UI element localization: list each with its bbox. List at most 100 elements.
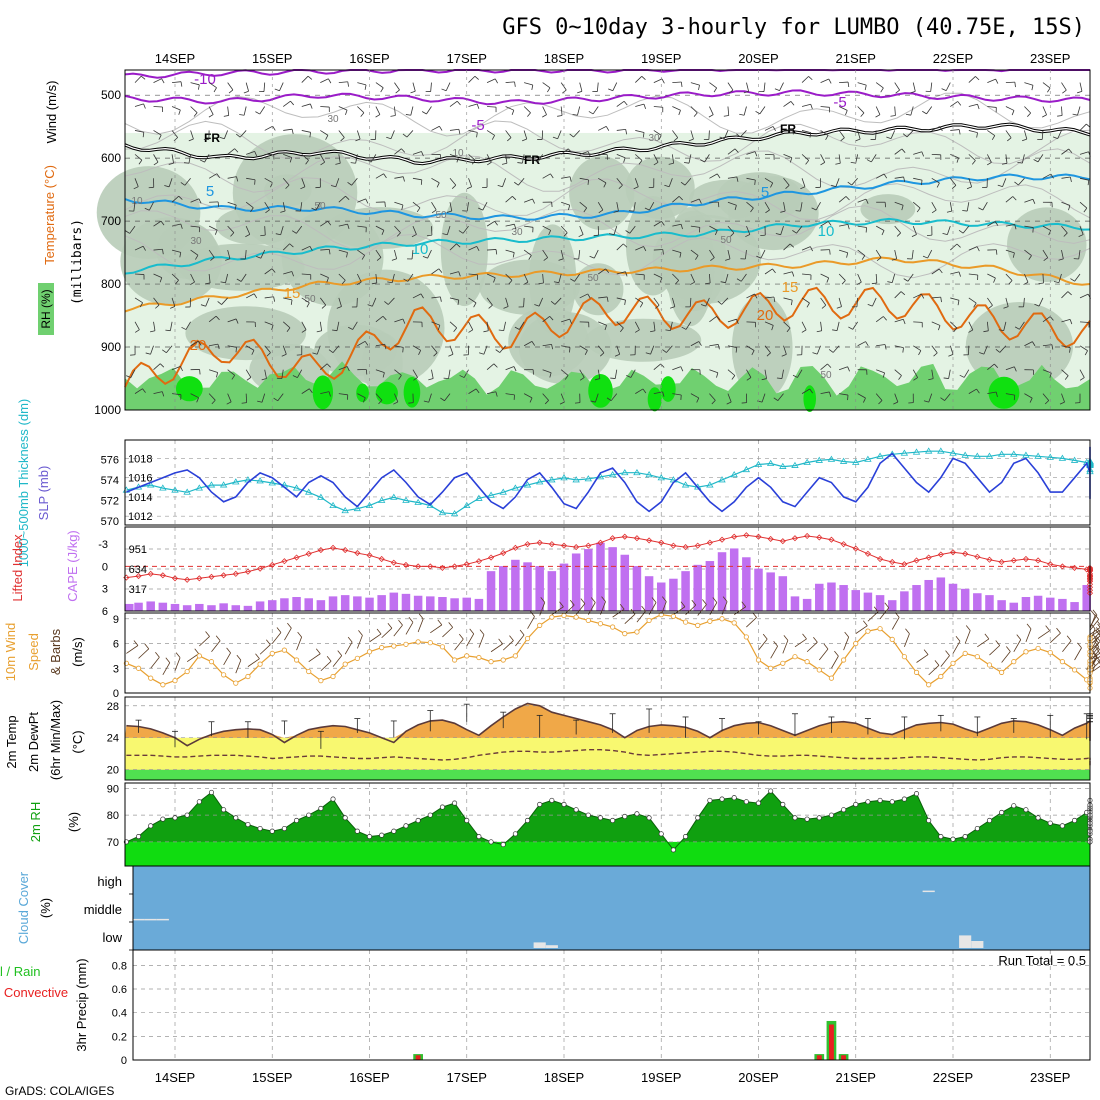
wind-barb-flag	[1031, 85, 1034, 91]
wind-barb-flag	[514, 81, 516, 87]
wind-barb	[542, 173, 551, 179]
wind-barb-flag	[754, 151, 758, 157]
wind-barb	[1042, 225, 1051, 231]
wind-barb	[153, 363, 161, 371]
wind-barb	[838, 154, 841, 164]
wind10-barb-flag	[376, 628, 382, 635]
wind-barb-flag	[792, 374, 798, 378]
isotherm-label: FR	[524, 153, 540, 167]
wind-barb	[746, 201, 754, 209]
wind-barb-flag	[933, 352, 938, 357]
wind-barb-flag	[846, 252, 849, 258]
wind-barb	[153, 220, 162, 227]
wind-barb	[171, 106, 181, 111]
wind-barb	[578, 250, 581, 260]
wind10-barb	[843, 636, 850, 651]
wind-barb-flag	[896, 232, 901, 237]
wind-barb-flag	[928, 378, 934, 381]
wind-barb-flag	[256, 256, 262, 259]
cape-bar	[535, 566, 544, 611]
wind-barb-flag	[977, 104, 980, 110]
wind-barb	[820, 391, 830, 395]
wind-barb	[560, 249, 564, 259]
thickness-point	[766, 459, 775, 466]
wind10-barb-flag	[773, 640, 778, 647]
wind-barb-flag	[402, 347, 404, 353]
wind-barb-flag	[624, 299, 626, 306]
wind-barb-flag	[563, 232, 568, 237]
wind-barb	[616, 297, 626, 301]
wind-barb	[653, 78, 663, 83]
wind10-barb	[259, 644, 271, 655]
wind-barb-flag	[347, 182, 352, 186]
cloud-level-label: high	[97, 874, 122, 889]
wind-barb-flag	[599, 352, 605, 357]
wind-barb-flag	[162, 249, 164, 255]
wind-barb-flag	[328, 78, 332, 84]
wind-barb	[375, 273, 378, 283]
cape-bar	[924, 579, 933, 611]
wind-barb	[857, 393, 866, 399]
li-point	[317, 547, 324, 554]
axis-label-convective: Convective	[4, 985, 68, 1000]
wind10-barb-flag	[1094, 638, 1100, 644]
wind10-barb-flag	[559, 601, 564, 607]
li-point	[463, 561, 470, 568]
cape-bar	[413, 595, 423, 611]
wind-barb	[764, 126, 774, 131]
wind10-point	[233, 680, 239, 686]
wind-barb	[561, 318, 570, 323]
wind10-barb-flag	[266, 639, 271, 645]
rh2m-point	[233, 815, 239, 821]
wind-barb-flag	[866, 159, 872, 163]
wind10-barb	[1089, 619, 1100, 631]
wind-barb-flag	[695, 255, 699, 260]
wind-barb-flag	[1050, 173, 1054, 179]
axis-label-temperature: Temperature (°C)	[42, 165, 57, 265]
wind-barb	[820, 363, 828, 371]
wind-barb-flag	[347, 223, 350, 229]
cape-bar	[280, 598, 289, 611]
wind-barb	[672, 223, 682, 227]
wind-barb-flag	[326, 277, 329, 283]
rh2m-tick: 70	[107, 837, 119, 849]
wind10-barb	[211, 640, 221, 653]
wind-barb-flag	[606, 296, 609, 302]
cape-bar	[960, 588, 970, 611]
wind-barb-flag	[160, 220, 165, 226]
wind-barb	[134, 75, 142, 83]
cape-tick: 951	[129, 544, 147, 556]
isotherm-label: 10	[818, 223, 835, 240]
wind-barb	[428, 393, 432, 403]
wind10-barb	[1062, 640, 1072, 653]
wind-barb	[579, 369, 585, 378]
cape-bar	[705, 561, 715, 611]
wind-barb	[912, 82, 916, 92]
wind-barb	[134, 297, 143, 304]
wind-barb-flag	[1008, 280, 1013, 285]
wind-barb	[406, 130, 414, 138]
rh-contour-label: 30	[327, 114, 339, 125]
wind-barb-flag	[995, 391, 998, 397]
wind-barb	[468, 246, 477, 251]
wind-barb	[394, 369, 402, 376]
wind-barb	[1024, 341, 1033, 347]
wind-barb-flag	[306, 302, 310, 308]
wind-barb	[446, 226, 451, 235]
wind-barb	[709, 369, 719, 374]
cape-bar	[1070, 602, 1079, 611]
wind10-barb-flag	[702, 599, 707, 605]
wind-barb	[1079, 177, 1089, 181]
li-point	[560, 542, 568, 549]
wind-barb-flag	[341, 280, 346, 285]
wind-barb-flag	[439, 126, 443, 131]
wind-barb-flag	[436, 182, 440, 188]
wind-barb-flag	[215, 315, 220, 321]
wind-barb	[727, 249, 731, 259]
wind-barb-flag	[1062, 89, 1067, 94]
wind-barb-flag	[301, 329, 307, 333]
wind-barb	[721, 297, 729, 305]
date-tick-bottom: 14SEP	[155, 1070, 195, 1085]
wind-barb-flag	[979, 352, 985, 355]
wind-barb	[690, 130, 694, 140]
